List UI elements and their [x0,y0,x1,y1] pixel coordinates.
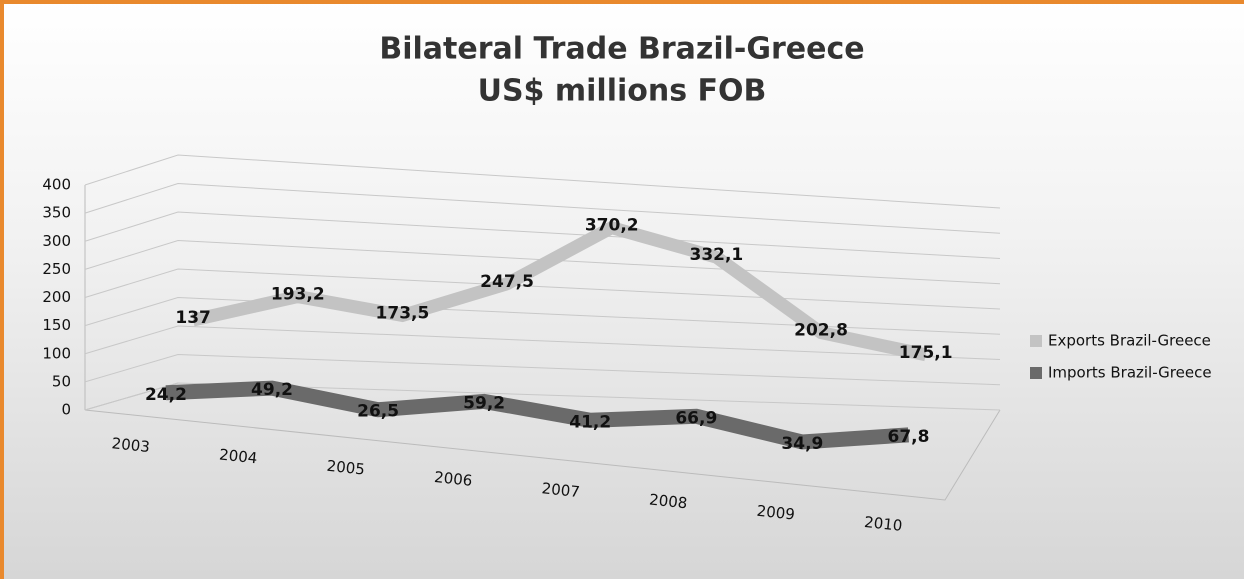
data-label: 137 [175,308,211,328]
y-tick-label: 150 [42,316,71,334]
y-tick-label: 350 [42,204,71,222]
x-tick-label: 2010 [863,513,903,535]
y-tick-label: 50 [52,372,71,390]
data-label: 247,5 [480,272,534,292]
x-tick-label: 2005 [326,457,366,479]
series-line [165,380,909,450]
grid-line [84,296,1001,335]
y-tick-label: 100 [42,344,71,362]
y-tick-label: 0 [61,401,71,419]
legend-label: Imports Brazil-Greece [1048,364,1212,382]
y-tick-label: 400 [42,176,71,194]
grid-line [84,154,1001,209]
chart-title: Bilateral Trade Brazil-Greece [379,32,864,67]
series-line [191,220,928,362]
grid-line [84,353,1001,386]
x-tick-label: 2003 [111,434,151,456]
legend-swatch [1030,367,1042,379]
data-label: 175,1 [899,343,953,363]
grid-line [84,211,1001,259]
x-tick-label: 2007 [541,479,581,501]
y-tick-label: 250 [42,260,71,278]
left-border [0,0,4,579]
data-label: 59,2 [463,393,505,413]
top-border [0,0,1244,4]
y-tick-label: 200 [42,288,71,306]
data-label: 173,5 [376,303,430,323]
x-tick-label: 2004 [218,445,258,467]
data-label: 34,9 [781,434,823,454]
legend-swatch [1030,335,1042,347]
data-label: 332,1 [689,245,743,265]
legend-label: Exports Brazil-Greece [1048,332,1211,350]
data-label: 24,2 [145,385,187,405]
x-tick-label: 2006 [433,468,473,490]
data-label: 67,8 [887,427,929,447]
x-tick-label: 2008 [648,490,688,512]
data-label: 26,5 [357,402,399,422]
data-label: 202,8 [794,321,848,341]
data-label: 41,2 [569,412,611,432]
grid-line [84,182,1001,234]
data-label: 370,2 [585,216,639,236]
data-label: 66,9 [675,408,717,428]
grid-line [84,268,1001,310]
x-tick-label: 2009 [756,502,796,524]
grid-line [84,382,1001,411]
y-tick-label: 300 [42,232,71,250]
data-label: 193,2 [271,285,325,305]
grid-line [84,325,1001,360]
data-label: 49,2 [251,380,293,400]
chart-subtitle: US$ millions FOB [478,74,767,109]
